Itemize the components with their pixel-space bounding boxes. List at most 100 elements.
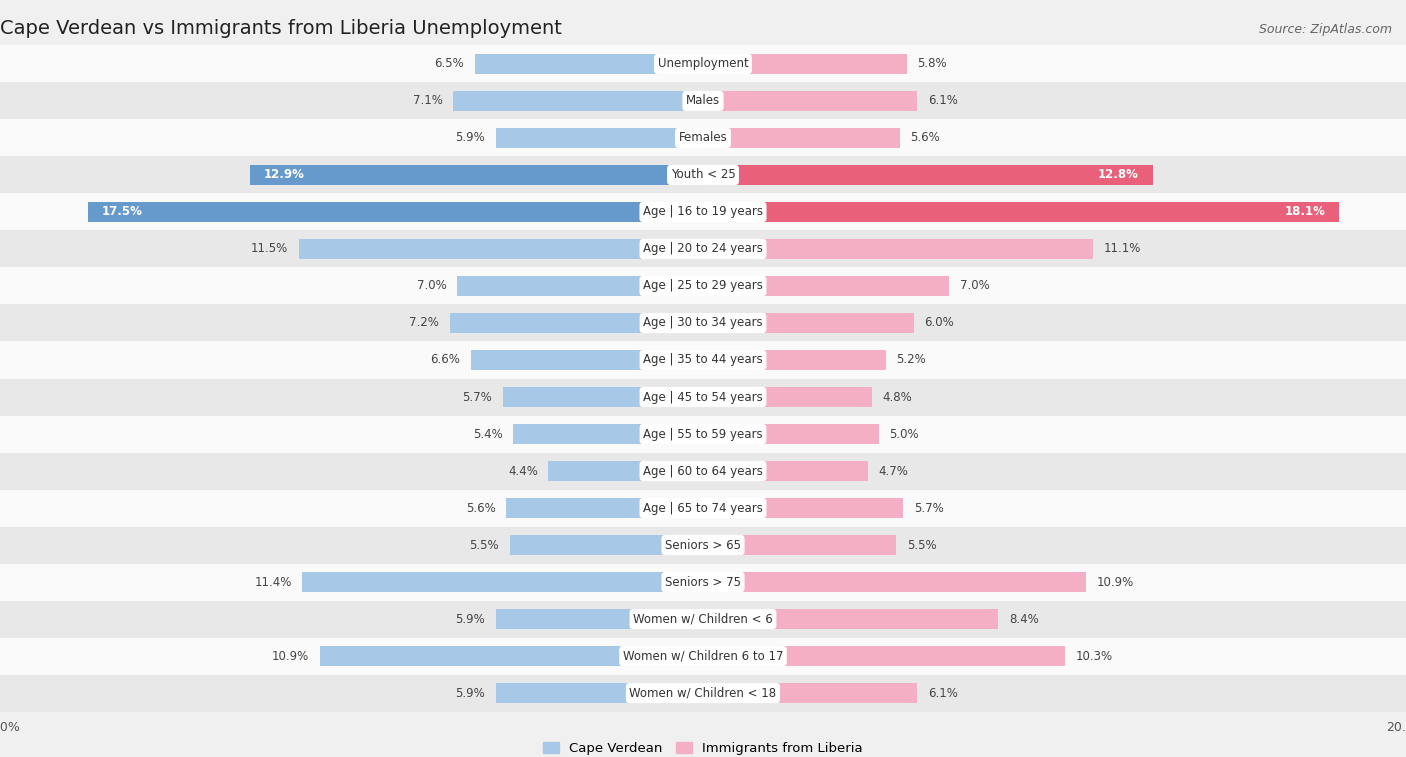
Text: 12.9%: 12.9% <box>264 169 305 182</box>
Bar <box>302 572 703 592</box>
Bar <box>0 563 1406 600</box>
Text: 5.9%: 5.9% <box>456 687 485 699</box>
Text: 5.9%: 5.9% <box>456 612 485 625</box>
Text: 4.4%: 4.4% <box>508 465 537 478</box>
Text: 11.1%: 11.1% <box>1104 242 1142 255</box>
Text: Age | 55 to 59 years: Age | 55 to 59 years <box>643 428 763 441</box>
Bar <box>0 83 1406 120</box>
Bar <box>0 674 1406 712</box>
Text: 5.4%: 5.4% <box>472 428 503 441</box>
Bar <box>506 498 703 519</box>
Bar <box>703 461 869 481</box>
Text: Unemployment: Unemployment <box>658 58 748 70</box>
Bar <box>703 238 1094 259</box>
Text: 5.6%: 5.6% <box>911 132 941 145</box>
Text: 10.9%: 10.9% <box>1097 575 1133 588</box>
Bar <box>454 91 703 111</box>
Text: 10.3%: 10.3% <box>1076 650 1112 662</box>
Text: 5.9%: 5.9% <box>456 132 485 145</box>
Text: Age | 35 to 44 years: Age | 35 to 44 years <box>643 354 763 366</box>
Bar <box>510 535 703 555</box>
Bar <box>513 424 703 444</box>
Bar <box>503 387 703 407</box>
Bar <box>496 128 703 148</box>
Bar <box>0 527 1406 563</box>
Text: Source: ZipAtlas.com: Source: ZipAtlas.com <box>1258 23 1392 36</box>
Text: 11.4%: 11.4% <box>254 575 292 588</box>
Bar <box>703 646 1066 666</box>
Bar <box>0 230 1406 267</box>
Text: Women w/ Children < 18: Women w/ Children < 18 <box>630 687 776 699</box>
Bar <box>703 54 907 74</box>
Text: 12.8%: 12.8% <box>1098 169 1139 182</box>
Text: 17.5%: 17.5% <box>101 205 143 219</box>
Bar <box>0 341 1406 378</box>
Bar <box>0 157 1406 194</box>
Text: Age | 25 to 29 years: Age | 25 to 29 years <box>643 279 763 292</box>
Text: Women w/ Children 6 to 17: Women w/ Children 6 to 17 <box>623 650 783 662</box>
Bar <box>703 535 897 555</box>
Bar <box>0 600 1406 637</box>
Bar <box>321 646 703 666</box>
Bar <box>457 276 703 296</box>
Bar <box>0 120 1406 157</box>
Bar <box>548 461 703 481</box>
Text: 6.1%: 6.1% <box>928 95 957 107</box>
Text: 5.8%: 5.8% <box>917 58 948 70</box>
Bar <box>703 350 886 370</box>
Text: Seniors > 75: Seniors > 75 <box>665 575 741 588</box>
Bar <box>496 683 703 703</box>
Text: Seniors > 65: Seniors > 65 <box>665 538 741 552</box>
Text: Age | 16 to 19 years: Age | 16 to 19 years <box>643 205 763 219</box>
Bar <box>87 202 703 222</box>
Text: 7.1%: 7.1% <box>413 95 443 107</box>
Text: Age | 60 to 64 years: Age | 60 to 64 years <box>643 465 763 478</box>
Legend: Cape Verdean, Immigrants from Liberia: Cape Verdean, Immigrants from Liberia <box>543 742 863 755</box>
Bar <box>0 637 1406 674</box>
Text: 5.6%: 5.6% <box>465 502 496 515</box>
Text: Age | 30 to 34 years: Age | 30 to 34 years <box>643 316 763 329</box>
Text: 6.5%: 6.5% <box>434 58 464 70</box>
Text: Youth < 25: Youth < 25 <box>671 169 735 182</box>
Bar <box>471 350 703 370</box>
Bar <box>0 45 1406 83</box>
Bar <box>703 424 879 444</box>
Bar <box>703 313 914 333</box>
Text: Females: Females <box>679 132 727 145</box>
Bar <box>703 498 904 519</box>
Text: 5.7%: 5.7% <box>463 391 492 403</box>
Text: 11.5%: 11.5% <box>252 242 288 255</box>
Bar <box>0 416 1406 453</box>
Text: 6.6%: 6.6% <box>430 354 461 366</box>
Text: 18.1%: 18.1% <box>1284 205 1326 219</box>
Bar <box>475 54 703 74</box>
Bar <box>496 609 703 629</box>
Text: 7.0%: 7.0% <box>416 279 447 292</box>
Bar <box>703 202 1340 222</box>
Text: 6.0%: 6.0% <box>925 316 955 329</box>
Bar <box>703 387 872 407</box>
Bar <box>703 276 949 296</box>
Text: Cape Verdean vs Immigrants from Liberia Unemployment: Cape Verdean vs Immigrants from Liberia … <box>0 20 562 39</box>
Bar <box>703 572 1087 592</box>
Bar <box>703 128 900 148</box>
Text: 7.0%: 7.0% <box>960 279 990 292</box>
Bar <box>0 267 1406 304</box>
Bar <box>450 313 703 333</box>
Text: 5.2%: 5.2% <box>897 354 927 366</box>
Text: Age | 20 to 24 years: Age | 20 to 24 years <box>643 242 763 255</box>
Text: 7.2%: 7.2% <box>409 316 439 329</box>
Bar <box>0 378 1406 416</box>
Bar <box>703 165 1153 185</box>
Text: 4.8%: 4.8% <box>883 391 912 403</box>
Bar <box>0 453 1406 490</box>
Text: 5.7%: 5.7% <box>914 502 943 515</box>
Text: 5.5%: 5.5% <box>907 538 936 552</box>
Text: 6.1%: 6.1% <box>928 687 957 699</box>
Bar <box>0 194 1406 230</box>
Text: Males: Males <box>686 95 720 107</box>
Text: Age | 45 to 54 years: Age | 45 to 54 years <box>643 391 763 403</box>
Bar <box>299 238 703 259</box>
Text: Women w/ Children < 6: Women w/ Children < 6 <box>633 612 773 625</box>
Text: 10.9%: 10.9% <box>273 650 309 662</box>
